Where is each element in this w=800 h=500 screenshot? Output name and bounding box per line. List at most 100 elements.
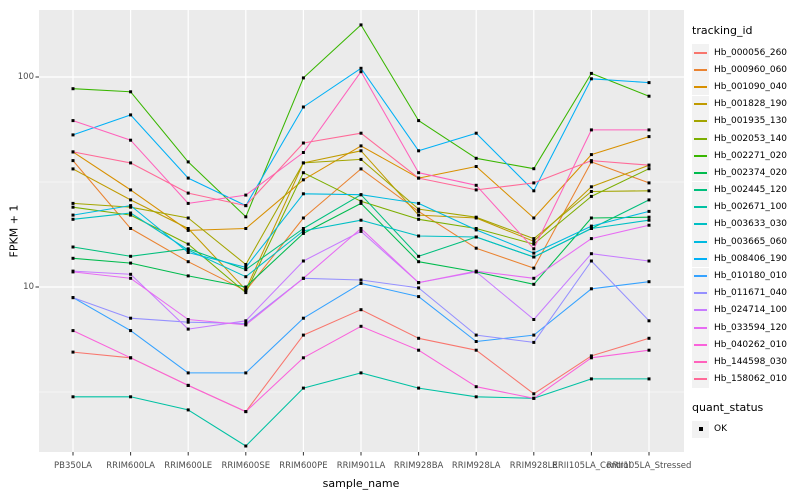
data-point bbox=[129, 90, 133, 94]
data-point bbox=[244, 319, 248, 323]
data-point bbox=[532, 255, 536, 259]
legend-item: Hb_002445_120 bbox=[692, 181, 800, 199]
data-point bbox=[647, 319, 651, 323]
data-point bbox=[532, 216, 536, 220]
data-point bbox=[359, 193, 363, 197]
data-point bbox=[417, 336, 421, 340]
data-point bbox=[589, 237, 593, 241]
data-point bbox=[589, 356, 593, 360]
data-point bbox=[532, 276, 536, 280]
x-tick-label: RRII105LA_Stressed bbox=[606, 461, 692, 471]
x-tick-label: PB350LA bbox=[54, 461, 92, 471]
legend-item: Hb_040262_010 bbox=[692, 336, 800, 354]
legend-item-label: OK bbox=[714, 424, 727, 435]
x-tick-label: RRIM901LA bbox=[336, 461, 386, 471]
data-point bbox=[186, 228, 190, 232]
legend-key-line bbox=[694, 68, 707, 71]
legend-key bbox=[692, 61, 709, 79]
x-axis-title: sample_name bbox=[322, 477, 400, 490]
data-point bbox=[301, 161, 305, 165]
data-point bbox=[244, 323, 248, 327]
legend-key-line bbox=[694, 120, 707, 123]
legend-key-line bbox=[694, 257, 707, 260]
data-point bbox=[532, 167, 536, 171]
legend: tracking_id Hb_000056_260 Hb_000960_060 Hb… bbox=[692, 24, 800, 438]
data-point bbox=[589, 287, 593, 291]
data-point bbox=[186, 201, 190, 205]
data-point bbox=[532, 333, 536, 337]
data-point bbox=[647, 163, 651, 167]
data-point bbox=[359, 229, 363, 233]
data-point bbox=[589, 159, 593, 163]
data-point bbox=[417, 119, 421, 123]
data-point bbox=[71, 159, 75, 163]
legend-item-label: Hb_003665_060 bbox=[714, 236, 788, 247]
data-point bbox=[359, 308, 363, 312]
x-tick-label: RRIM928BA bbox=[393, 461, 444, 471]
legend-key-line bbox=[694, 378, 707, 381]
data-point bbox=[71, 395, 75, 399]
data-point bbox=[301, 356, 305, 360]
data-point bbox=[359, 199, 363, 203]
data-point bbox=[71, 256, 75, 260]
data-point bbox=[71, 201, 75, 205]
data-point bbox=[474, 228, 478, 232]
data-point bbox=[474, 269, 478, 273]
data-point bbox=[301, 227, 305, 230]
data-point bbox=[359, 70, 363, 74]
data-point bbox=[71, 167, 75, 171]
legend-item-label: Hb_002053_140 bbox=[714, 133, 788, 144]
legend-item: Hb_001090_040 bbox=[692, 78, 800, 96]
data-point bbox=[244, 285, 248, 289]
data-point bbox=[589, 252, 593, 256]
legend-title-quant: quant_status bbox=[692, 400, 764, 414]
data-point bbox=[647, 336, 651, 340]
data-point bbox=[129, 188, 133, 192]
data-point bbox=[301, 259, 305, 263]
data-point bbox=[186, 383, 190, 387]
data-point bbox=[532, 340, 536, 344]
data-point bbox=[647, 135, 651, 139]
legend-key bbox=[692, 284, 709, 302]
data-point bbox=[244, 193, 248, 197]
data-point bbox=[301, 141, 305, 145]
data-point bbox=[129, 261, 133, 265]
data-point bbox=[417, 201, 421, 205]
data-point bbox=[71, 270, 75, 274]
data-point bbox=[359, 167, 363, 171]
legend-item-label: Hb_033594_120 bbox=[714, 322, 788, 333]
data-point bbox=[359, 218, 363, 222]
data-point bbox=[186, 191, 190, 195]
data-point bbox=[301, 386, 305, 390]
legend-key bbox=[692, 164, 709, 182]
legend-item-label: Hb_002271_020 bbox=[714, 150, 788, 161]
data-point bbox=[129, 316, 133, 320]
data-point bbox=[244, 444, 248, 448]
legend-item: Hb_010180_010 bbox=[692, 267, 800, 285]
data-point bbox=[474, 215, 478, 219]
data-point bbox=[244, 410, 248, 414]
data-point bbox=[129, 161, 133, 165]
data-point bbox=[417, 281, 421, 285]
data-point bbox=[532, 251, 536, 255]
data-point bbox=[129, 204, 133, 208]
data-point bbox=[186, 260, 190, 264]
data-point bbox=[647, 280, 651, 284]
x-tick-label: RRIM928LA bbox=[451, 461, 501, 471]
data-point bbox=[359, 278, 363, 282]
data-point bbox=[532, 392, 536, 396]
data-point bbox=[71, 217, 75, 221]
data-point bbox=[186, 176, 190, 180]
data-point bbox=[417, 176, 421, 180]
data-point bbox=[129, 356, 133, 360]
data-point bbox=[71, 133, 75, 137]
legend-key-line bbox=[694, 206, 707, 209]
data-point bbox=[532, 237, 536, 241]
data-point bbox=[186, 160, 190, 164]
legend-item-label: Hb_040262_010 bbox=[714, 339, 788, 350]
x-tick-label: RRIM600LA bbox=[106, 461, 155, 471]
legend-item: Hb_000960_060 bbox=[692, 61, 800, 79]
legend-item-label: Hb_001935_130 bbox=[714, 116, 788, 127]
data-point bbox=[647, 259, 651, 263]
